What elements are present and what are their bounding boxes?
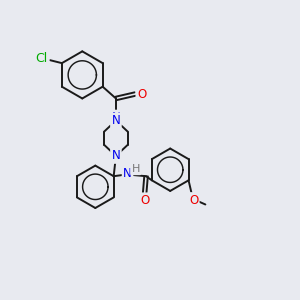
Text: N: N bbox=[112, 111, 120, 124]
Text: N: N bbox=[123, 167, 132, 180]
Text: Cl: Cl bbox=[36, 52, 48, 65]
Text: O: O bbox=[189, 194, 198, 207]
Text: H: H bbox=[132, 164, 140, 174]
Text: O: O bbox=[140, 194, 149, 207]
Text: O: O bbox=[137, 88, 146, 100]
Text: N: N bbox=[112, 149, 120, 162]
Text: N: N bbox=[112, 114, 120, 127]
